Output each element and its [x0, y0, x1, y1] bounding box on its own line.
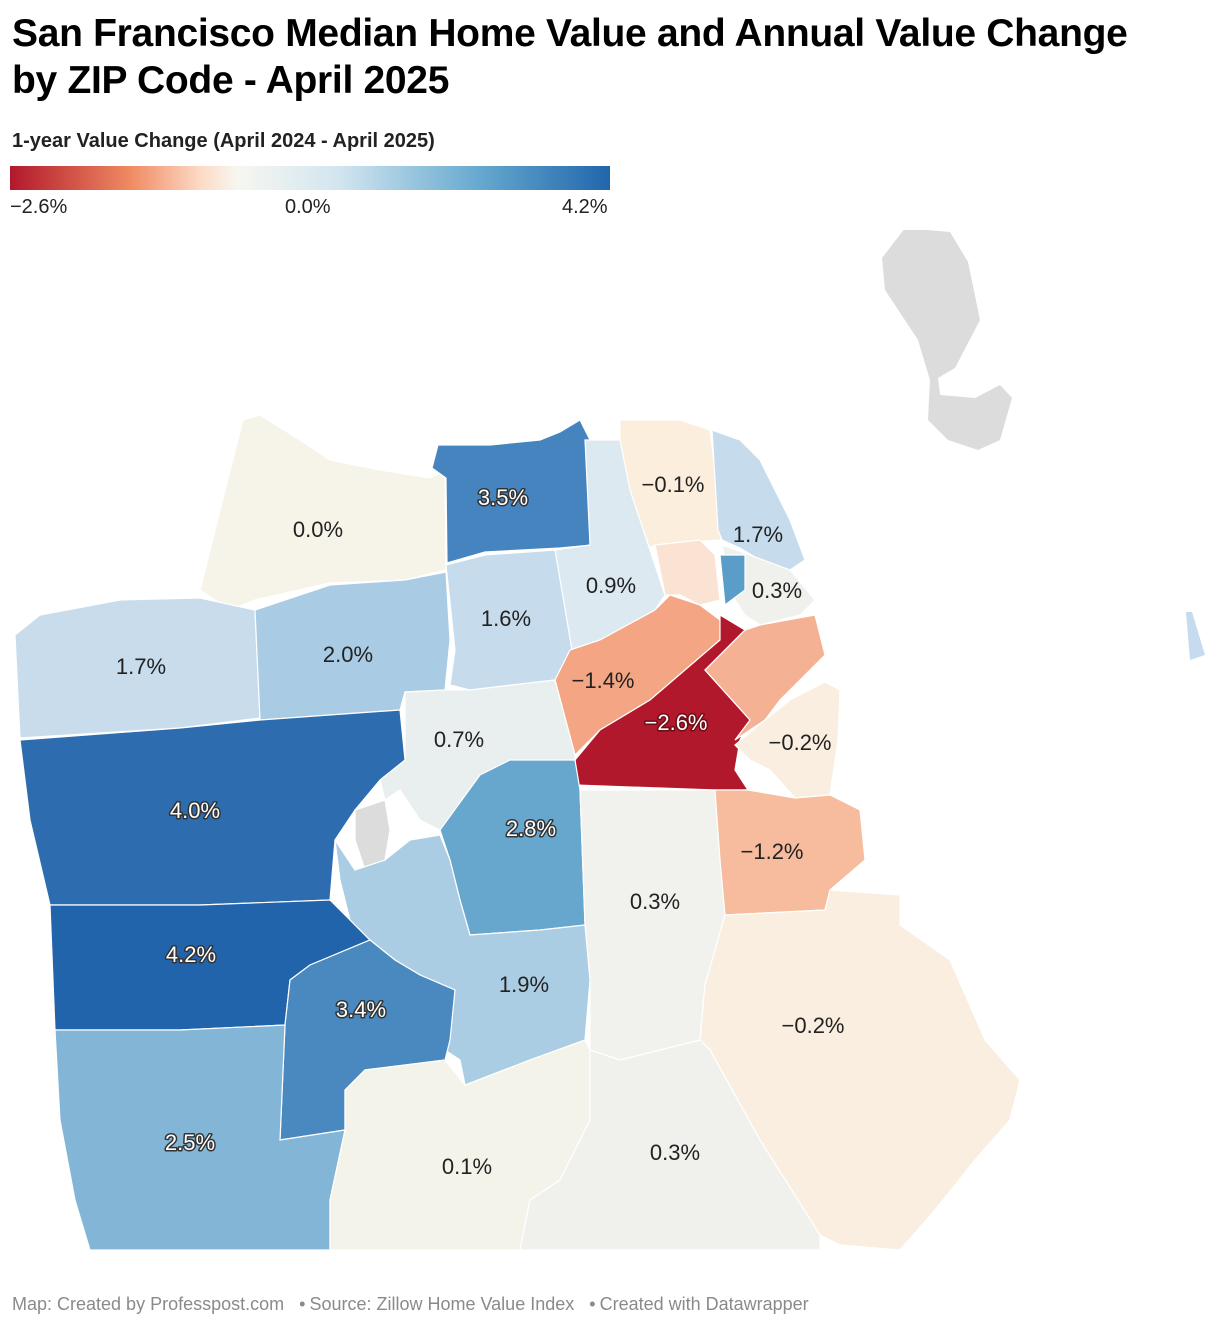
- zip-area-mission-bay[interactable]: [734, 681, 841, 799]
- legend-mid-label: 0.0%: [285, 196, 331, 218]
- zip-label-ingleside: 0.1%: [442, 1154, 492, 1179]
- color-legend-bar: [10, 166, 610, 190]
- map-title: San Francisco Median Home Value and Annu…: [12, 12, 1128, 102]
- footer-separator: •: [299, 1294, 306, 1314]
- zip-label-lake-merced: 2.5%: [165, 1130, 215, 1155]
- footer-source: Source: Zillow Home Value Index: [309, 1294, 575, 1314]
- footer-tool: Created with Datawrapper: [599, 1294, 809, 1314]
- zip-label-western-addition-east: −1.4%: [572, 668, 635, 693]
- zip-area-soma-east[interactable]: [704, 614, 826, 741]
- zip-label-presidio: 0.0%: [293, 517, 343, 542]
- legend-title: 1-year Value Change (April 2024 - April …: [12, 130, 435, 152]
- zip-label-marina: 3.5%: [478, 485, 528, 510]
- zip-choropleth-map: 0.0% 3.5% −0.1% 1.7% 0.9% 0.3% 1.7% 2.0%…: [14, 230, 1205, 1251]
- zip-label-west-portal: 3.4%: [336, 997, 386, 1022]
- legend-max-label: 4.2%: [562, 196, 608, 218]
- zip-label-pacific-heights: 1.6%: [481, 606, 531, 631]
- zip-label-haight: 0.7%: [434, 727, 484, 752]
- zip-label-excelsior: 0.3%: [650, 1140, 700, 1165]
- zip-area-chinatown[interactable]: [654, 539, 721, 606]
- zip-label-diamond-heights: 1.9%: [499, 972, 549, 997]
- legend-min-label: −2.6%: [10, 196, 68, 218]
- zip-label-sunset-north: 4.0%: [170, 798, 220, 823]
- zip-label-financial-district: 0.3%: [752, 578, 802, 603]
- zip-label-potrero-hill: −1.2%: [741, 839, 804, 864]
- zip-area-embarcadero[interactable]: [711, 429, 806, 571]
- zip-label-bayview: −0.2%: [782, 1013, 845, 1038]
- footer-credit: Map: Created by Professpost.com: [12, 1294, 285, 1314]
- zip-label-mission-bay: −0.2%: [769, 730, 832, 755]
- zip-label-russian-hill: 0.9%: [586, 573, 636, 598]
- footer-separator: •: [589, 1294, 596, 1314]
- zip-label-twin-peaks: 2.8%: [506, 816, 556, 841]
- zip-area-excelsior[interactable]: [519, 1039, 821, 1251]
- footer: Map: Created by Professpost.com • Source:…: [12, 1294, 813, 1315]
- zip-label-embarcadero: 1.7%: [733, 522, 783, 547]
- zip-label-noe-mission: 0.3%: [630, 889, 680, 914]
- treasure-island-shape: [882, 230, 1012, 450]
- zip-label-inner-richmond: 2.0%: [323, 642, 373, 667]
- zip-label-sunset-south: 4.2%: [166, 942, 216, 967]
- zip-label-telegraph-hill: −0.1%: [642, 472, 705, 497]
- zip-label-tenderloin-soma: −2.6%: [645, 710, 708, 735]
- east-pier-shape: [1186, 612, 1205, 660]
- zip-label-outer-richmond: 1.7%: [116, 654, 166, 679]
- zip-area-south-beach-sliver[interactable]: [719, 554, 746, 607]
